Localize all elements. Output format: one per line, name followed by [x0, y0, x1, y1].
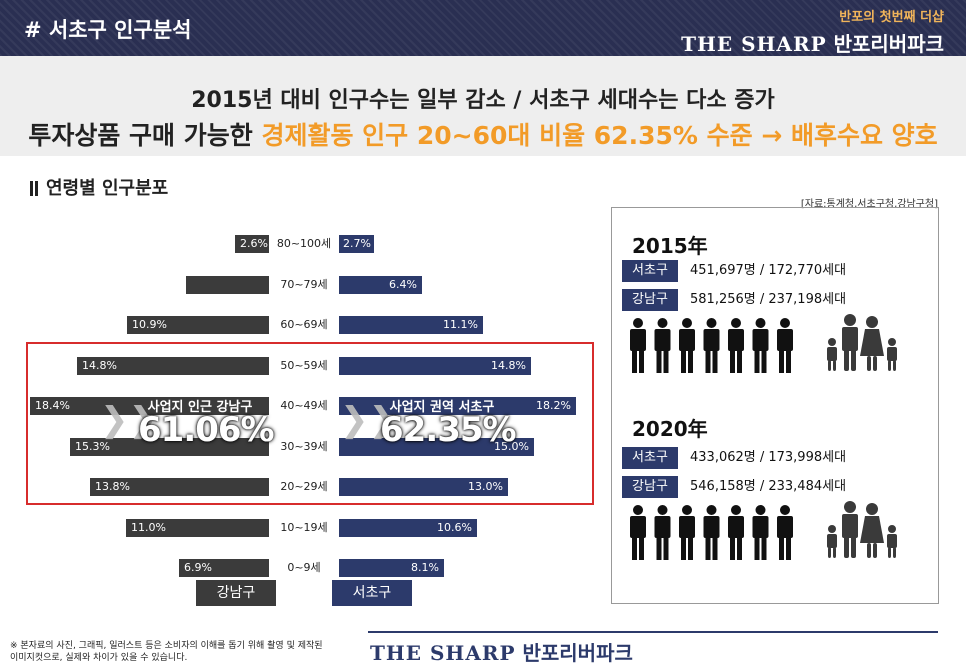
age-label: 30~39세 — [280, 440, 328, 453]
brand-logo: THE SHARP 반포리버파크 — [681, 28, 944, 57]
age-label: 0~9세 — [287, 561, 321, 574]
headline-line1: 2015년 대비 인구수는 일부 감소 / 서초구 세대수는 다소 증가 — [191, 88, 775, 113]
age-label: 10~19세 — [280, 521, 328, 534]
double-bar-icon — [30, 181, 33, 196]
age-label: 80~100세 — [276, 237, 332, 250]
age-label: 50~59세 — [280, 359, 328, 372]
legend-gangnam: 강남구 — [196, 580, 276, 606]
headline-line2-highlight: 경제활동 인구 20~60대 비율 62.35% 수준 → 배후수요 양호 — [261, 121, 938, 150]
bar-seocho: 15.0% — [339, 438, 534, 456]
headline-banner: 2015년 대비 인구수는 일부 감소 / 서초구 세대수는 다소 증가 투자상… — [0, 56, 966, 156]
footer-brand-main: THE SHARP — [370, 641, 516, 665]
district-value: 451,697명 / 172,770세대 — [690, 263, 847, 278]
district-label: 서초구 — [622, 260, 678, 282]
chart-section-title: 연령별 인구분포 — [30, 174, 168, 200]
year-2020: 2020年 — [632, 417, 708, 441]
bar-seocho: 8.1% — [339, 559, 444, 577]
chevron-left-icon: ❯❯ — [100, 400, 157, 440]
seocho-total: 62.35% — [380, 410, 517, 450]
bar-seocho: 6.4% — [339, 276, 422, 294]
bar-gangnam: 18.4% — [30, 397, 269, 415]
bar-seocho: 11.1% — [339, 316, 483, 334]
age-label: 20~29세 — [280, 480, 328, 493]
bar-gangnam: 14.8% — [77, 357, 269, 375]
year-2015: 2015年 — [632, 234, 708, 258]
headline-line2-prefix: 투자상품 구매 가능한 — [28, 121, 262, 150]
footer-brand-sub: 반포리버파크 — [522, 641, 633, 665]
age-label: 70~79세 — [280, 278, 328, 291]
district-value: 546,158명 / 233,484세대 — [690, 479, 847, 494]
chevron-right-icon: ❯❯ — [340, 400, 397, 440]
gangnam-total: 61.06% — [138, 410, 275, 450]
bar-seocho: 2.7% — [339, 235, 374, 253]
disclaimer-line1: ※ 본자료의 사진, 그래픽, 일러스트 등은 소비자의 이해를 돕기 위해 촬… — [10, 641, 323, 651]
brand-sub: 반포리버파크 — [833, 32, 944, 56]
district-value: 581,256명 / 237,198세대 — [690, 292, 847, 307]
legend-seocho: 서초구 — [332, 580, 412, 606]
footer-brand: THE SHARP 반포리버파크 — [370, 637, 633, 666]
age-label: 60~69세 — [280, 318, 328, 331]
gangnam-caption: 사업지 인근 강남구 — [147, 400, 253, 415]
bar-gangnam: 15.3% — [70, 438, 269, 456]
disclaimer: ※ 본자료의 사진, 그래픽, 일러스트 등은 소비자의 이해를 돕기 위해 촬… — [10, 640, 323, 664]
age-label: 40~49세 — [280, 399, 328, 412]
top-bar: # 서초구 인구분석 반포의 첫번째 더샵 THE SHARP 반포리버파크 — [0, 0, 966, 56]
bar-seocho: 10.6% — [339, 519, 477, 537]
people-icons-2015 — [630, 314, 897, 373]
district-value: 433,062명 / 173,998세대 — [690, 450, 847, 465]
chart-title: 연령별 인구분포 — [46, 178, 169, 199]
section-title: # 서초구 인구분석 — [24, 18, 192, 42]
bar-seocho: 18.2% — [339, 397, 576, 415]
highlight-box — [26, 342, 594, 505]
brand-main: THE SHARP — [681, 32, 827, 56]
bar-gangnam: 13.8% — [90, 478, 269, 496]
bar-gangnam: 2.6% — [235, 235, 269, 253]
bar-seocho: 14.8% — [339, 357, 531, 375]
bar-gangnam: 11.0% — [126, 519, 269, 537]
seocho-caption: 사업지 권역 서초구 — [389, 400, 495, 415]
tagline: 반포의 첫번째 더샵 — [839, 10, 944, 25]
people-icons-2020 — [630, 501, 897, 560]
district-label: 강남구 — [622, 289, 678, 311]
bar-gangnam — [186, 276, 269, 294]
disclaimer-line2: 이미지컷으로, 실제와 차이가 있을 수 있습니다. — [10, 653, 188, 663]
footer-divider — [368, 631, 938, 633]
bar-gangnam: 6.9% — [179, 559, 269, 577]
population-panel: 2015年 서초구 451,697명 / 172,770세대 강남구 581,2… — [611, 207, 939, 604]
double-bar-icon-2 — [35, 181, 38, 196]
headline-line2: 투자상품 구매 가능한 경제활동 인구 20~60대 비율 62.35% 수준 … — [0, 116, 966, 152]
source-note: [자료:통계청,서초구청,강남구청] — [800, 199, 938, 210]
district-label: 서초구 — [622, 447, 678, 469]
bar-seocho: 13.0% — [339, 478, 508, 496]
district-label: 강남구 — [622, 476, 678, 498]
bar-gangnam: 10.9% — [127, 316, 269, 334]
